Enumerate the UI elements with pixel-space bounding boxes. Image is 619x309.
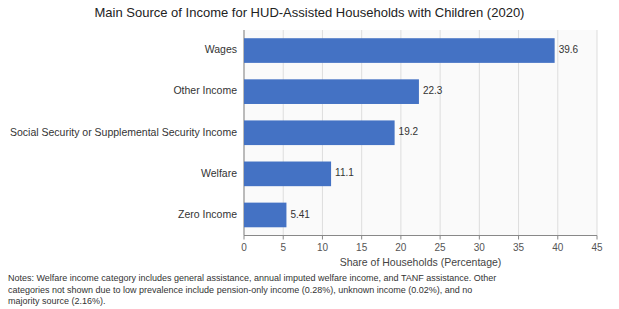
bar (244, 38, 555, 63)
x-axis-label: Share of Households (Percentage) (340, 256, 502, 268)
tick-mark (244, 236, 245, 240)
category-label: Other Income (173, 84, 237, 96)
category-label: Social Security or Supplemental Security… (10, 126, 237, 138)
note: Notes: Welfare income category includes … (8, 273, 496, 283)
tick-mark (557, 236, 558, 240)
tick-mark (518, 236, 519, 240)
data-label: 19.2 (399, 126, 419, 137)
tick-mark (597, 236, 598, 240)
data-label: 5.41 (290, 209, 310, 220)
tick-label: 20 (395, 242, 407, 253)
data-label: 39.6 (559, 44, 579, 55)
data-label: 11.1 (335, 167, 354, 178)
category-label: Welfare (201, 167, 237, 179)
plot-area (244, 30, 597, 236)
tick-label: 25 (435, 242, 447, 253)
data-label: 22.3 (423, 85, 443, 96)
x-axis-line (244, 235, 597, 236)
title: Main Source of Income for HUD-Assisted H… (95, 5, 525, 20)
bar (244, 203, 286, 228)
tick-mark (479, 236, 480, 240)
note: categories not shown due to low prevalen… (8, 285, 472, 295)
tick-mark (283, 236, 284, 240)
tick-label: 0 (241, 242, 247, 253)
tick-mark (322, 236, 323, 240)
bars (244, 38, 555, 227)
tick-label: 10 (317, 242, 329, 253)
bar (244, 120, 395, 145)
category-label: Wages (205, 43, 237, 55)
tick-label: 40 (552, 242, 564, 253)
grid (244, 30, 597, 236)
tick-mark (440, 236, 441, 240)
bar (244, 79, 419, 104)
category-label: Zero Income (178, 208, 237, 220)
tick-label: 45 (591, 242, 603, 253)
tick-label: 15 (356, 242, 368, 253)
bar (244, 162, 331, 187)
note: majority source (2.16%). (8, 296, 106, 306)
tick-label: 35 (513, 242, 525, 253)
chart: Main Source of Income for HUD-Assisted H… (0, 0, 619, 309)
tick-label: 5 (280, 242, 286, 253)
tick-label: 30 (474, 242, 486, 253)
grid-line (557, 30, 558, 236)
tick-mark (400, 236, 401, 240)
grid-line (597, 30, 598, 236)
tick-mark (361, 236, 362, 240)
